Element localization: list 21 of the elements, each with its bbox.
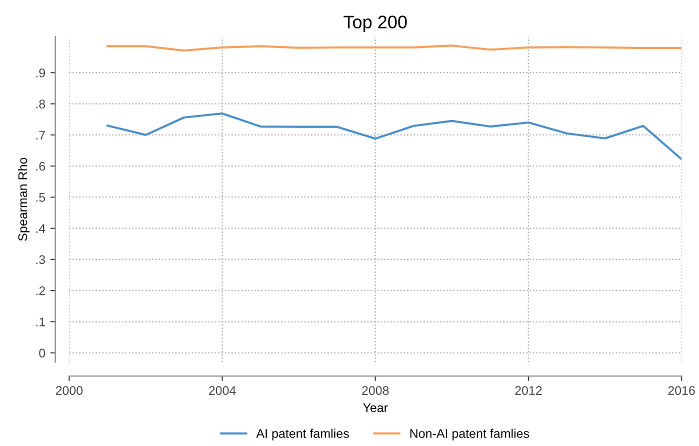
legend-label: Non-AI patent famlies: [410, 428, 530, 440]
x-axis-title: Year: [363, 403, 388, 412]
y-tick-label: .7: [36, 130, 45, 140]
chart-title: Top 200: [344, 16, 407, 32]
y-tick-label: .5: [36, 193, 46, 202]
line-series: [106, 112, 682, 160]
y-tick-label: .6: [36, 162, 46, 171]
y-tick-label: .8: [36, 100, 46, 108]
y-axis-title: Spearman Rho: [18, 158, 30, 241]
y-tick-label: .1: [36, 318, 45, 326]
x-tick-label: 2016: [668, 386, 695, 395]
x-tick-label: 2000: [56, 386, 83, 395]
x-tick-label: 2004: [209, 386, 236, 395]
y-tick-label: 0: [39, 348, 46, 358]
y-tick-label: .3: [36, 255, 46, 264]
y-tick-label: .9: [36, 68, 45, 78]
legend-label: AI patent famlies: [256, 428, 349, 440]
x-tick-label: 2008: [362, 386, 389, 395]
y-tick-label: .2: [36, 286, 45, 296]
y-tick-label: .4: [36, 224, 46, 233]
x-tick-label: 2012: [515, 386, 542, 395]
